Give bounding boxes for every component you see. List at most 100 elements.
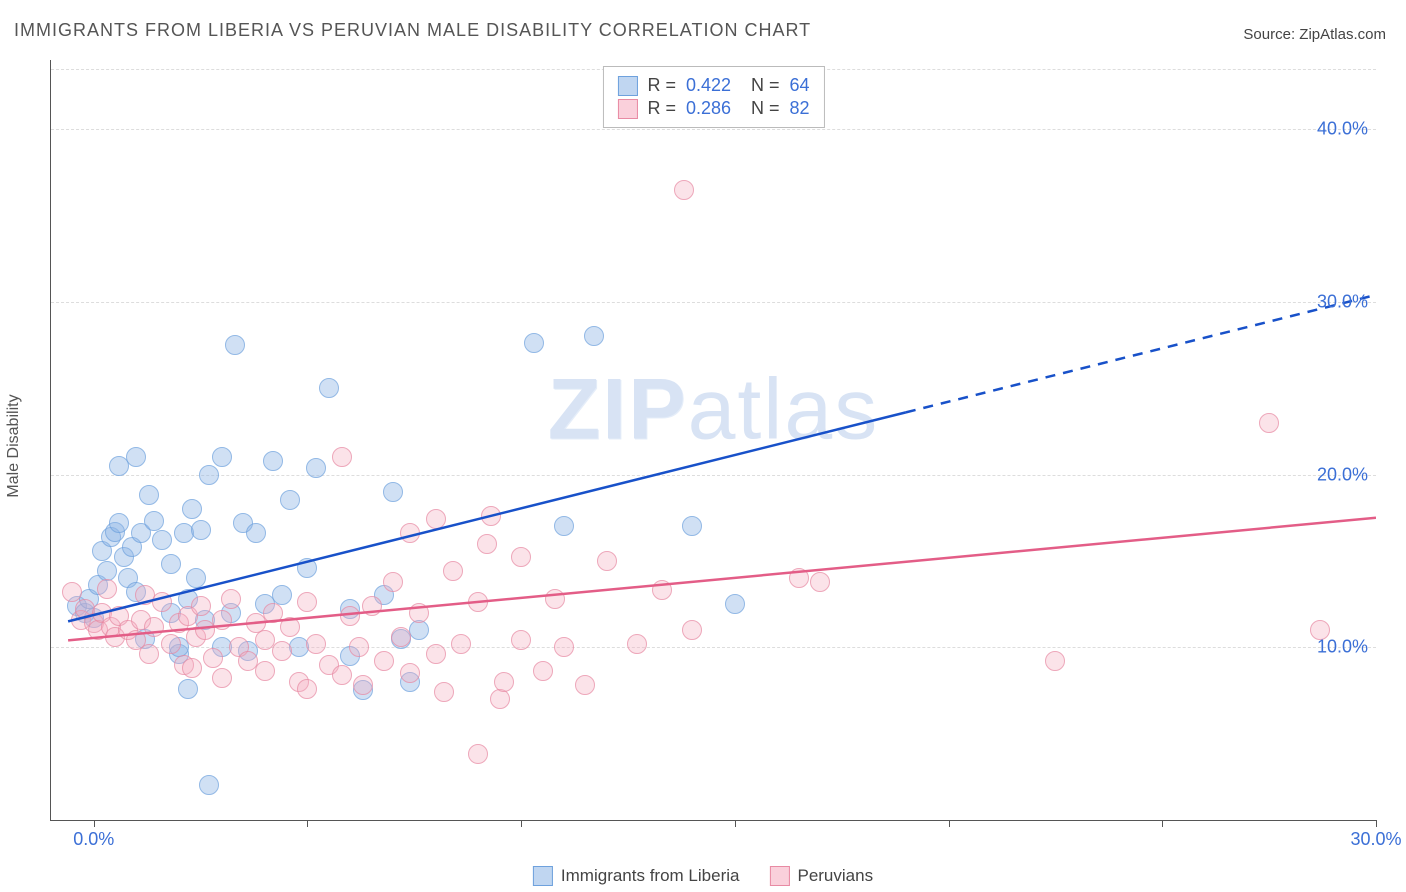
x-tick: [949, 820, 950, 827]
source-label: Source:: [1243, 26, 1299, 43]
chart-title: IMMIGRANTS FROM LIBERIA VS PERUVIAN MALE…: [14, 20, 811, 41]
data-point-peruvian: [575, 675, 595, 695]
data-point-peruvian: [221, 589, 241, 609]
data-point-peruvian: [627, 634, 647, 654]
gridline: [51, 129, 1376, 130]
data-point-peruvian: [191, 596, 211, 616]
data-point-liberia: [161, 554, 181, 574]
data-point-peruvian: [182, 658, 202, 678]
y-tick-label: 40.0%: [1317, 119, 1368, 140]
data-point-liberia: [263, 451, 283, 471]
data-point-liberia: [199, 465, 219, 485]
swatch-icon: [769, 866, 789, 886]
data-point-liberia: [306, 458, 326, 478]
n-value: 82: [790, 98, 810, 119]
data-point-peruvian: [62, 582, 82, 602]
y-tick-label: 10.0%: [1317, 637, 1368, 658]
x-tick: [521, 820, 522, 827]
data-point-peruvian: [511, 547, 531, 567]
data-point-peruvian: [297, 592, 317, 612]
data-point-peruvian: [674, 180, 694, 200]
data-point-peruvian: [1045, 651, 1065, 671]
data-point-peruvian: [139, 644, 159, 664]
data-point-peruvian: [682, 620, 702, 640]
r-label: R =: [647, 98, 676, 119]
data-point-peruvian: [426, 509, 446, 529]
correlation-legend: R = 0.422 N = 64 R = 0.286 N = 82: [602, 66, 824, 128]
data-point-peruvian: [280, 617, 300, 637]
r-value: 0.286: [686, 98, 731, 119]
data-point-peruvian: [810, 572, 830, 592]
data-point-liberia: [297, 558, 317, 578]
data-point-liberia: [109, 513, 129, 533]
data-point-peruvian: [161, 634, 181, 654]
data-point-peruvian: [477, 534, 497, 554]
r-label: R =: [647, 75, 676, 96]
data-point-peruvian: [383, 572, 403, 592]
x-tick: [735, 820, 736, 827]
y-tick-label: 20.0%: [1317, 464, 1368, 485]
data-point-peruvian: [152, 592, 172, 612]
trendlines-layer: [51, 60, 1376, 820]
data-point-peruvian: [272, 641, 292, 661]
data-point-peruvian: [426, 644, 446, 664]
data-point-peruvian: [340, 606, 360, 626]
watermark-zip: ZIP: [548, 361, 688, 457]
data-point-peruvian: [391, 627, 411, 647]
data-point-peruvian: [212, 610, 232, 630]
data-point-liberia: [554, 516, 574, 536]
data-point-peruvian: [789, 568, 809, 588]
n-value: 64: [790, 75, 810, 96]
data-point-peruvian: [297, 679, 317, 699]
data-point-peruvian: [451, 634, 471, 654]
data-point-peruvian: [306, 634, 326, 654]
n-label: N =: [751, 98, 780, 119]
x-tick: [307, 820, 308, 827]
x-tick-label: 0.0%: [73, 829, 114, 850]
data-point-liberia: [186, 568, 206, 588]
data-point-peruvian: [511, 630, 531, 650]
legend-label: Immigrants from Liberia: [561, 866, 740, 886]
data-point-peruvian: [349, 637, 369, 657]
data-point-peruvian: [400, 663, 420, 683]
plot-area: ZIPatlas R = 0.422 N = 64 R = 0.286 N = …: [50, 60, 1376, 821]
data-point-peruvian: [255, 661, 275, 681]
r-value: 0.422: [686, 75, 731, 96]
data-point-liberia: [409, 620, 429, 640]
data-point-peruvian: [1259, 413, 1279, 433]
source-link[interactable]: ZipAtlas.com: [1299, 26, 1386, 43]
data-point-peruvian: [481, 506, 501, 526]
legend-row-peruvian: R = 0.286 N = 82: [617, 98, 809, 119]
data-point-peruvian: [652, 580, 672, 600]
swatch-icon: [617, 76, 637, 96]
data-point-liberia: [682, 516, 702, 536]
legend-row-liberia: R = 0.422 N = 64: [617, 75, 809, 96]
swatch-icon: [533, 866, 553, 886]
data-point-peruvian: [263, 603, 283, 623]
data-point-peruvian: [203, 648, 223, 668]
data-point-liberia: [383, 482, 403, 502]
y-axis-label: Male Disability: [5, 394, 23, 497]
data-point-peruvian: [554, 637, 574, 657]
data-point-peruvian: [434, 682, 454, 702]
data-point-liberia: [152, 530, 172, 550]
data-point-peruvian: [400, 523, 420, 543]
data-point-peruvian: [332, 665, 352, 685]
gridline: [51, 302, 1376, 303]
x-tick: [94, 820, 95, 827]
data-point-peruvian: [212, 668, 232, 688]
swatch-icon: [617, 99, 637, 119]
y-tick-label: 30.0%: [1317, 291, 1368, 312]
source-attribution: Source: ZipAtlas.com: [1243, 26, 1386, 43]
data-point-liberia: [725, 594, 745, 614]
x-tick-label: 30.0%: [1350, 829, 1401, 850]
data-point-liberia: [178, 679, 198, 699]
data-point-liberia: [139, 485, 159, 505]
legend-label: Peruvians: [797, 866, 873, 886]
legend-item-liberia: Immigrants from Liberia: [533, 866, 740, 886]
watermark-atlas: atlas: [688, 361, 880, 457]
chart-container: IMMIGRANTS FROM LIBERIA VS PERUVIAN MALE…: [0, 0, 1406, 892]
data-point-liberia: [584, 326, 604, 346]
data-point-peruvian: [97, 579, 117, 599]
data-point-peruvian: [374, 651, 394, 671]
